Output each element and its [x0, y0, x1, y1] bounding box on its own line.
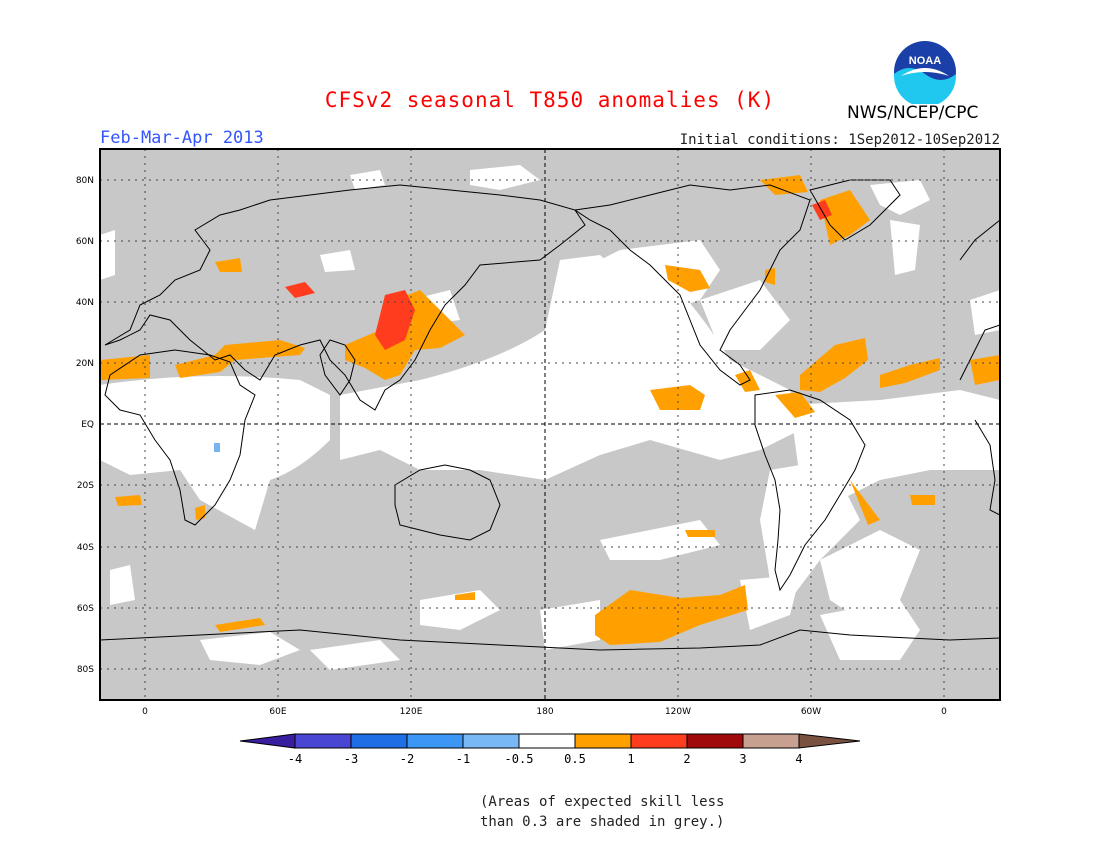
colorbar-swatch-9 — [742, 733, 800, 749]
colorbar-label-neg3: -3 — [344, 752, 358, 766]
colorbar-swatch-7 — [630, 733, 688, 749]
colorbar-label-2: 2 — [683, 752, 690, 766]
initial-conditions-label: Initial conditions: 1Sep2012-10Sep2012 — [679, 132, 1000, 148]
skill-note-line-2: than 0.3 are shaded in grey.) — [480, 814, 725, 830]
lat-label-eq: EQ — [81, 420, 94, 430]
white-skill-regions — [100, 165, 1000, 670]
lat-label-40s: 40S — [77, 543, 94, 553]
anomaly-map: 80N 60N 40N 20N EQ 20S 40S 60S 80S 0 60E… — [76, 148, 1001, 766]
lat-label-20s: 20S — [77, 481, 94, 491]
colorbar-arrow-right — [798, 733, 861, 749]
map-gridlines — [100, 149, 1000, 700]
colorbar-label-neg2: -2 — [400, 752, 414, 766]
agency-label: NWS/NCEP/CPC — [847, 103, 979, 123]
noaa-logo-text: NOAA — [909, 55, 941, 67]
colorbar-label-neg1: -1 — [456, 752, 470, 766]
lat-label-40n: 40N — [76, 298, 94, 308]
noaa-logo: NOAA — [894, 41, 956, 104]
colorbar-label-1: 1 — [627, 752, 634, 766]
lat-label-20n: 20N — [76, 359, 94, 369]
colorbar-arrow-left — [239, 733, 296, 749]
lon-label-60e: 60E — [269, 707, 286, 717]
colorbar-label-4: 4 — [795, 752, 802, 766]
lon-label-120e: 120E — [400, 707, 423, 717]
colorbar-swatch-8 — [686, 733, 744, 749]
lon-label-0: 0 — [142, 707, 148, 717]
skill-note-line-1: (Areas of expected skill less — [480, 794, 725, 810]
anomaly-neg-1-to-neg-0-5 — [214, 443, 220, 452]
lon-label-60w: 60W — [801, 707, 821, 717]
lat-label-60s: 60S — [77, 604, 94, 614]
colorbar-swatch-2 — [350, 733, 408, 749]
lon-label-0-right: 0 — [941, 707, 947, 717]
colorbar-label-neg0-5: -0.5 — [505, 752, 534, 766]
coastlines — [100, 179, 1000, 651]
map-frame — [99, 148, 1001, 701]
colorbar-label-3: 3 — [739, 752, 746, 766]
colorbar-swatch-4 — [462, 733, 520, 749]
lon-label-180: 180 — [536, 707, 553, 717]
colorbar — [239, 733, 861, 749]
anomaly-1-to-2 — [285, 200, 832, 350]
lat-label-80s: 80S — [77, 665, 94, 675]
equator-dateline — [100, 149, 1000, 700]
lat-label-60n: 60N — [76, 237, 94, 247]
season-label: Feb-Mar-Apr 2013 — [100, 128, 264, 148]
page-title: CFSv2 seasonal T850 anomalies (K) — [324, 88, 776, 112]
colorbar-label-neg4: -4 — [288, 752, 302, 766]
colorbar-swatch-6 — [574, 733, 632, 749]
anomaly-0-5-to-1 — [100, 175, 1000, 645]
colorbar-swatch-5 — [518, 733, 576, 749]
skill-note: (Areas of expected skill less than 0.3 a… — [480, 792, 724, 832]
colorbar-swatch-1 — [294, 733, 352, 749]
lon-label-120w: 120W — [665, 707, 691, 717]
colorbar-swatch-3 — [406, 733, 464, 749]
colorbar-label-0-5: 0.5 — [564, 752, 586, 766]
lat-label-80n: 80N — [76, 176, 94, 186]
